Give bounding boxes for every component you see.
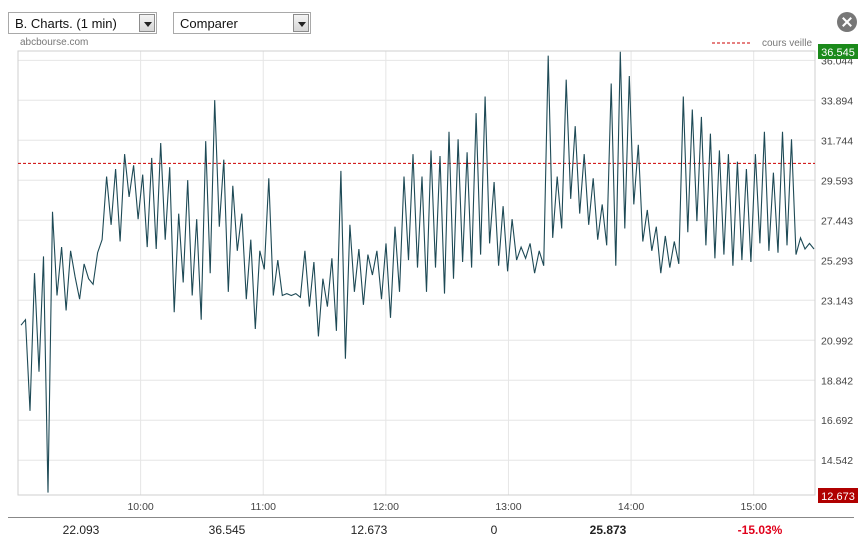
chart-type-select-value: B. Charts. (1 min): [15, 16, 117, 31]
x-tick-label: 12:00: [373, 501, 399, 513]
price-series-line: [20, 51, 815, 493]
close-icon[interactable]: [837, 12, 857, 32]
compare-select-value: Comparer: [180, 16, 238, 31]
legend-reference-label: cours veille: [762, 38, 812, 49]
compare-select[interactable]: Comparer: [173, 12, 311, 34]
y-tick-label: 20.992: [821, 335, 853, 347]
plot-area-frame: [17, 50, 816, 496]
x-tick-label: 10:00: [127, 501, 153, 513]
high-badge: [818, 44, 858, 59]
x-tick-label: 14:00: [618, 501, 644, 513]
summary-last: 25.873: [589, 523, 627, 537]
x-tick-label: 15:00: [741, 501, 767, 513]
chart-grid: [18, 51, 815, 495]
y-tick-label: 25.293: [821, 255, 853, 267]
summary-open: 22.093: [62, 523, 100, 537]
summary-low: 12.673: [350, 523, 388, 537]
low-badge-label: 12.673: [821, 491, 855, 503]
source-label: abcbourse.com: [20, 37, 89, 48]
y-tick-label: 29.593: [821, 175, 853, 187]
chevron-down-icon[interactable]: [139, 14, 155, 32]
y-tick-label: 23.143: [821, 295, 853, 307]
low-badge: [818, 488, 858, 503]
y-tick-label: 33.894: [821, 95, 853, 107]
summary-volume: 0: [490, 523, 498, 537]
summary-divider: [8, 517, 854, 518]
y-tick-label: 14.542: [821, 455, 853, 467]
chevron-down-icon[interactable]: [293, 14, 309, 32]
x-tick-label: 13:00: [495, 501, 521, 513]
summary-change: -15.03%: [737, 523, 783, 537]
chart-type-select[interactable]: B. Charts. (1 min): [8, 12, 157, 34]
high-badge-label: 36.545: [821, 47, 855, 59]
summary-high: 36.545: [208, 523, 246, 537]
y-tick-label: 27.443: [821, 215, 853, 227]
y-tick-label: 31.744: [821, 135, 853, 147]
y-tick-label: 18.842: [821, 375, 853, 387]
y-tick-label: 16.692: [821, 415, 853, 427]
x-tick-label: 11:00: [250, 501, 276, 513]
